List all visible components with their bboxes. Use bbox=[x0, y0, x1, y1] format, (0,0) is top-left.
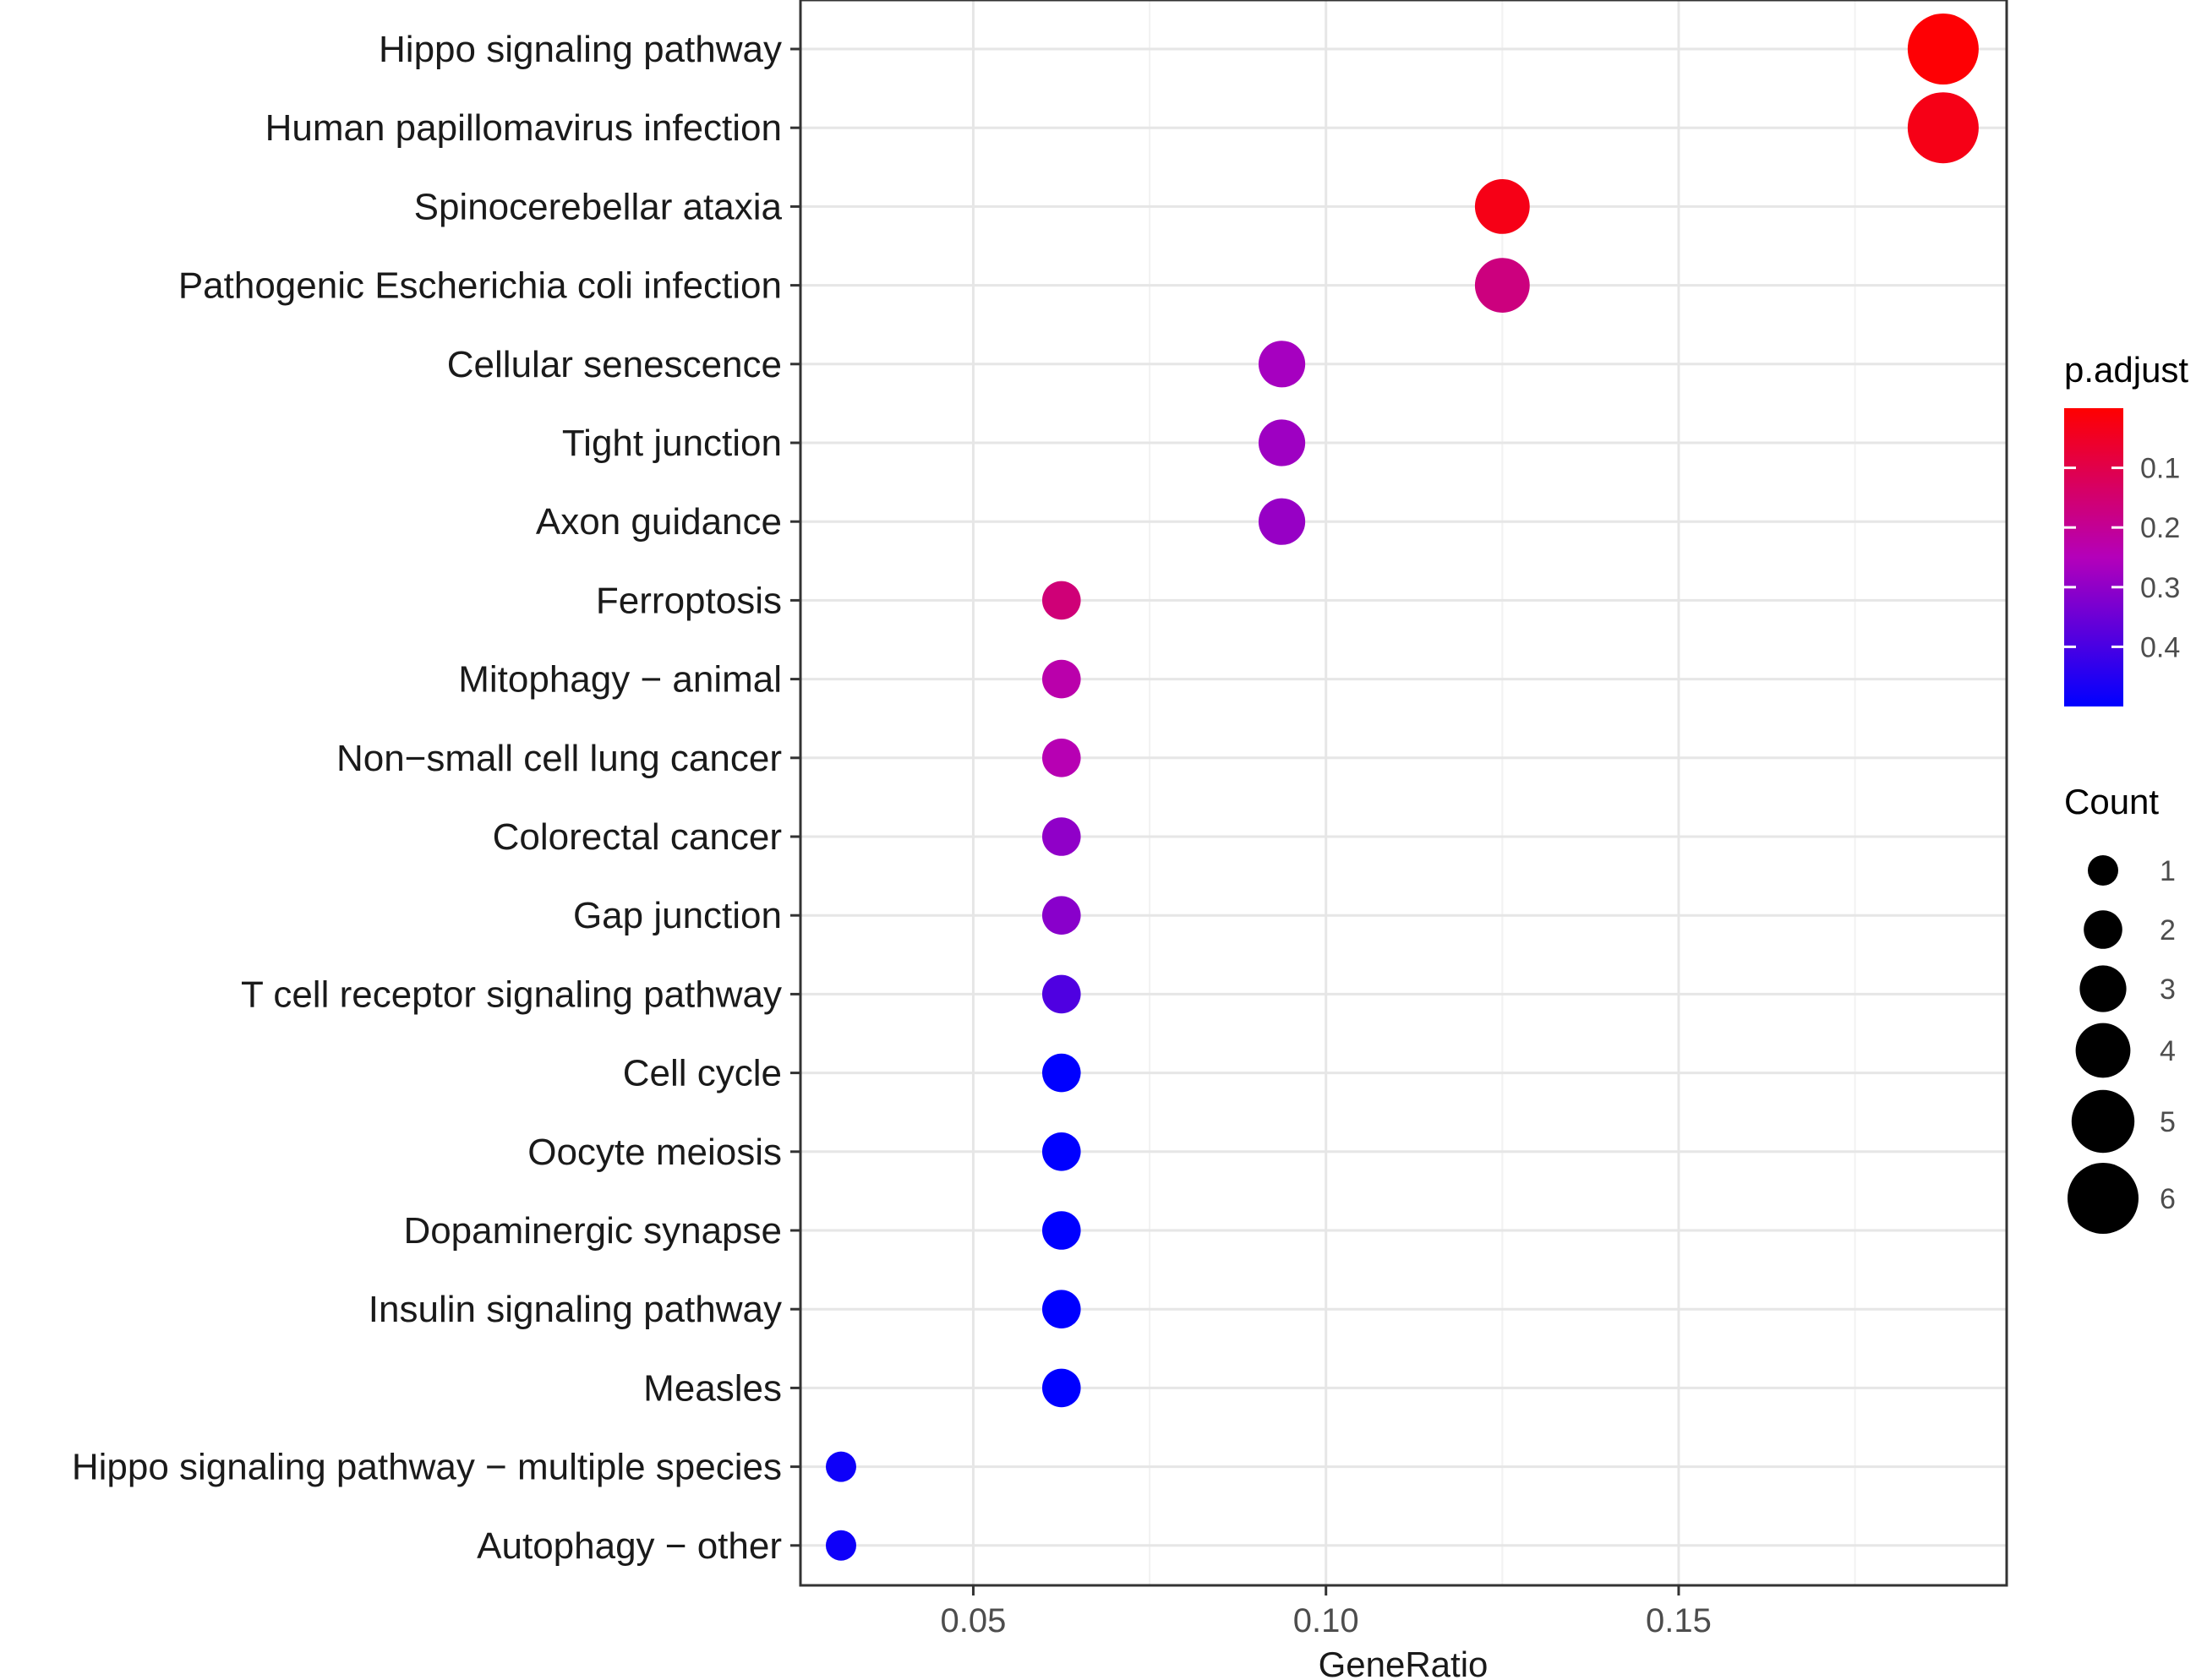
size-legend-label: 6 bbox=[2160, 1183, 2176, 1215]
data-point bbox=[825, 1530, 856, 1561]
size-legend-label: 4 bbox=[2160, 1035, 2176, 1067]
y-tick-label: Hippo signaling pathway bbox=[379, 29, 782, 70]
y-tick-label: Colorectal cancer bbox=[493, 816, 782, 858]
y-tick-label: Gap junction bbox=[573, 895, 782, 936]
data-point bbox=[1041, 1053, 1081, 1093]
major-gridlines bbox=[800, 0, 2007, 1585]
size-legend-dot bbox=[2084, 910, 2122, 949]
y-tick-label: Pathogenic Escherichia coli infection bbox=[178, 265, 782, 307]
data-point bbox=[1907, 14, 1979, 85]
y-tick-label: Human papillomavirus infection bbox=[265, 107, 782, 149]
size-legend-dot bbox=[2088, 855, 2118, 886]
size-legend-dot bbox=[2079, 965, 2127, 1012]
y-tick-label: Cell cycle bbox=[623, 1053, 782, 1094]
data-point bbox=[1041, 1132, 1081, 1171]
size-legend-label: 1 bbox=[2160, 855, 2176, 887]
color-legend-label: 0.3 bbox=[2140, 572, 2180, 604]
data-point bbox=[1041, 581, 1081, 620]
y-tick-label: Insulin signaling pathway bbox=[369, 1289, 782, 1330]
data-point bbox=[1474, 179, 1530, 234]
y-tick-label: Ferroptosis bbox=[596, 580, 782, 621]
color-legend-bar bbox=[2064, 408, 2123, 706]
color-legend-title: p.adjust bbox=[2064, 350, 2188, 390]
data-point bbox=[1258, 498, 1306, 545]
data-point bbox=[1041, 1290, 1081, 1328]
x-tick-label: 0.15 bbox=[1646, 1602, 1712, 1639]
size-legend-title: Count bbox=[2064, 782, 2159, 821]
y-tick-label: Mitophagy − animal bbox=[458, 659, 782, 701]
y-tick-label: Spinocerebellar ataxia bbox=[414, 186, 783, 227]
size-legend-dot bbox=[2075, 1023, 2131, 1078]
y-axis: Hippo signaling pathway Human papillomavi… bbox=[72, 29, 800, 1567]
size-legend-dot bbox=[2068, 1163, 2139, 1234]
y-tick-label: T cell receptor signaling pathway bbox=[241, 974, 782, 1015]
y-tick-label: Axon guidance bbox=[536, 501, 782, 543]
size-legend-label: 2 bbox=[2160, 914, 2176, 946]
data-point bbox=[1907, 92, 1979, 164]
data-point bbox=[1041, 659, 1081, 699]
color-legend: p.adjust 0.1 0.2 0.3 0.4 bbox=[2064, 350, 2188, 706]
y-tick-label: Dopaminergic synapse bbox=[403, 1210, 782, 1252]
y-tick-label: Hippo signaling pathway − multiple speci… bbox=[72, 1447, 782, 1488]
data-point bbox=[1041, 1211, 1081, 1250]
data-points bbox=[825, 14, 1979, 1561]
y-tick-label: Autophagy − other bbox=[477, 1525, 782, 1567]
size-legend-dot bbox=[2071, 1089, 2135, 1154]
plot-panel-border bbox=[799, 0, 2008, 1587]
data-point bbox=[1041, 739, 1081, 777]
data-point bbox=[1258, 341, 1306, 388]
size-legend-label: 5 bbox=[2160, 1106, 2176, 1138]
y-tick-label: Cellular senescence bbox=[447, 344, 782, 385]
data-point bbox=[1258, 419, 1306, 466]
color-legend-label: 0.1 bbox=[2140, 453, 2180, 485]
x-axis: 0.05 0.10 0.15 bbox=[941, 1585, 1712, 1639]
data-point bbox=[1041, 896, 1081, 935]
data-point bbox=[1041, 1368, 1081, 1408]
data-point bbox=[825, 1451, 856, 1482]
data-point bbox=[1474, 258, 1530, 313]
x-tick-label: 0.05 bbox=[941, 1602, 1007, 1639]
x-axis-title: GeneRatio bbox=[1319, 1645, 1489, 1680]
color-legend-label: 0.4 bbox=[2140, 631, 2180, 663]
color-legend-label: 0.2 bbox=[2140, 512, 2180, 544]
size-legend: Count 1 2 3 4 5 6 bbox=[2064, 782, 2176, 1234]
data-point bbox=[1041, 817, 1081, 856]
data-point bbox=[1041, 974, 1081, 1014]
x-tick-label: 0.10 bbox=[1293, 1602, 1359, 1639]
y-tick-label: Non−small cell lung cancer bbox=[336, 738, 782, 779]
size-legend-label: 3 bbox=[2160, 974, 2176, 1006]
y-tick-label: Tight junction bbox=[562, 423, 782, 464]
minor-gridlines bbox=[1149, 0, 1856, 1585]
y-tick-label: Oocyte meiosis bbox=[527, 1132, 782, 1173]
y-tick-label: Measles bbox=[643, 1367, 782, 1409]
